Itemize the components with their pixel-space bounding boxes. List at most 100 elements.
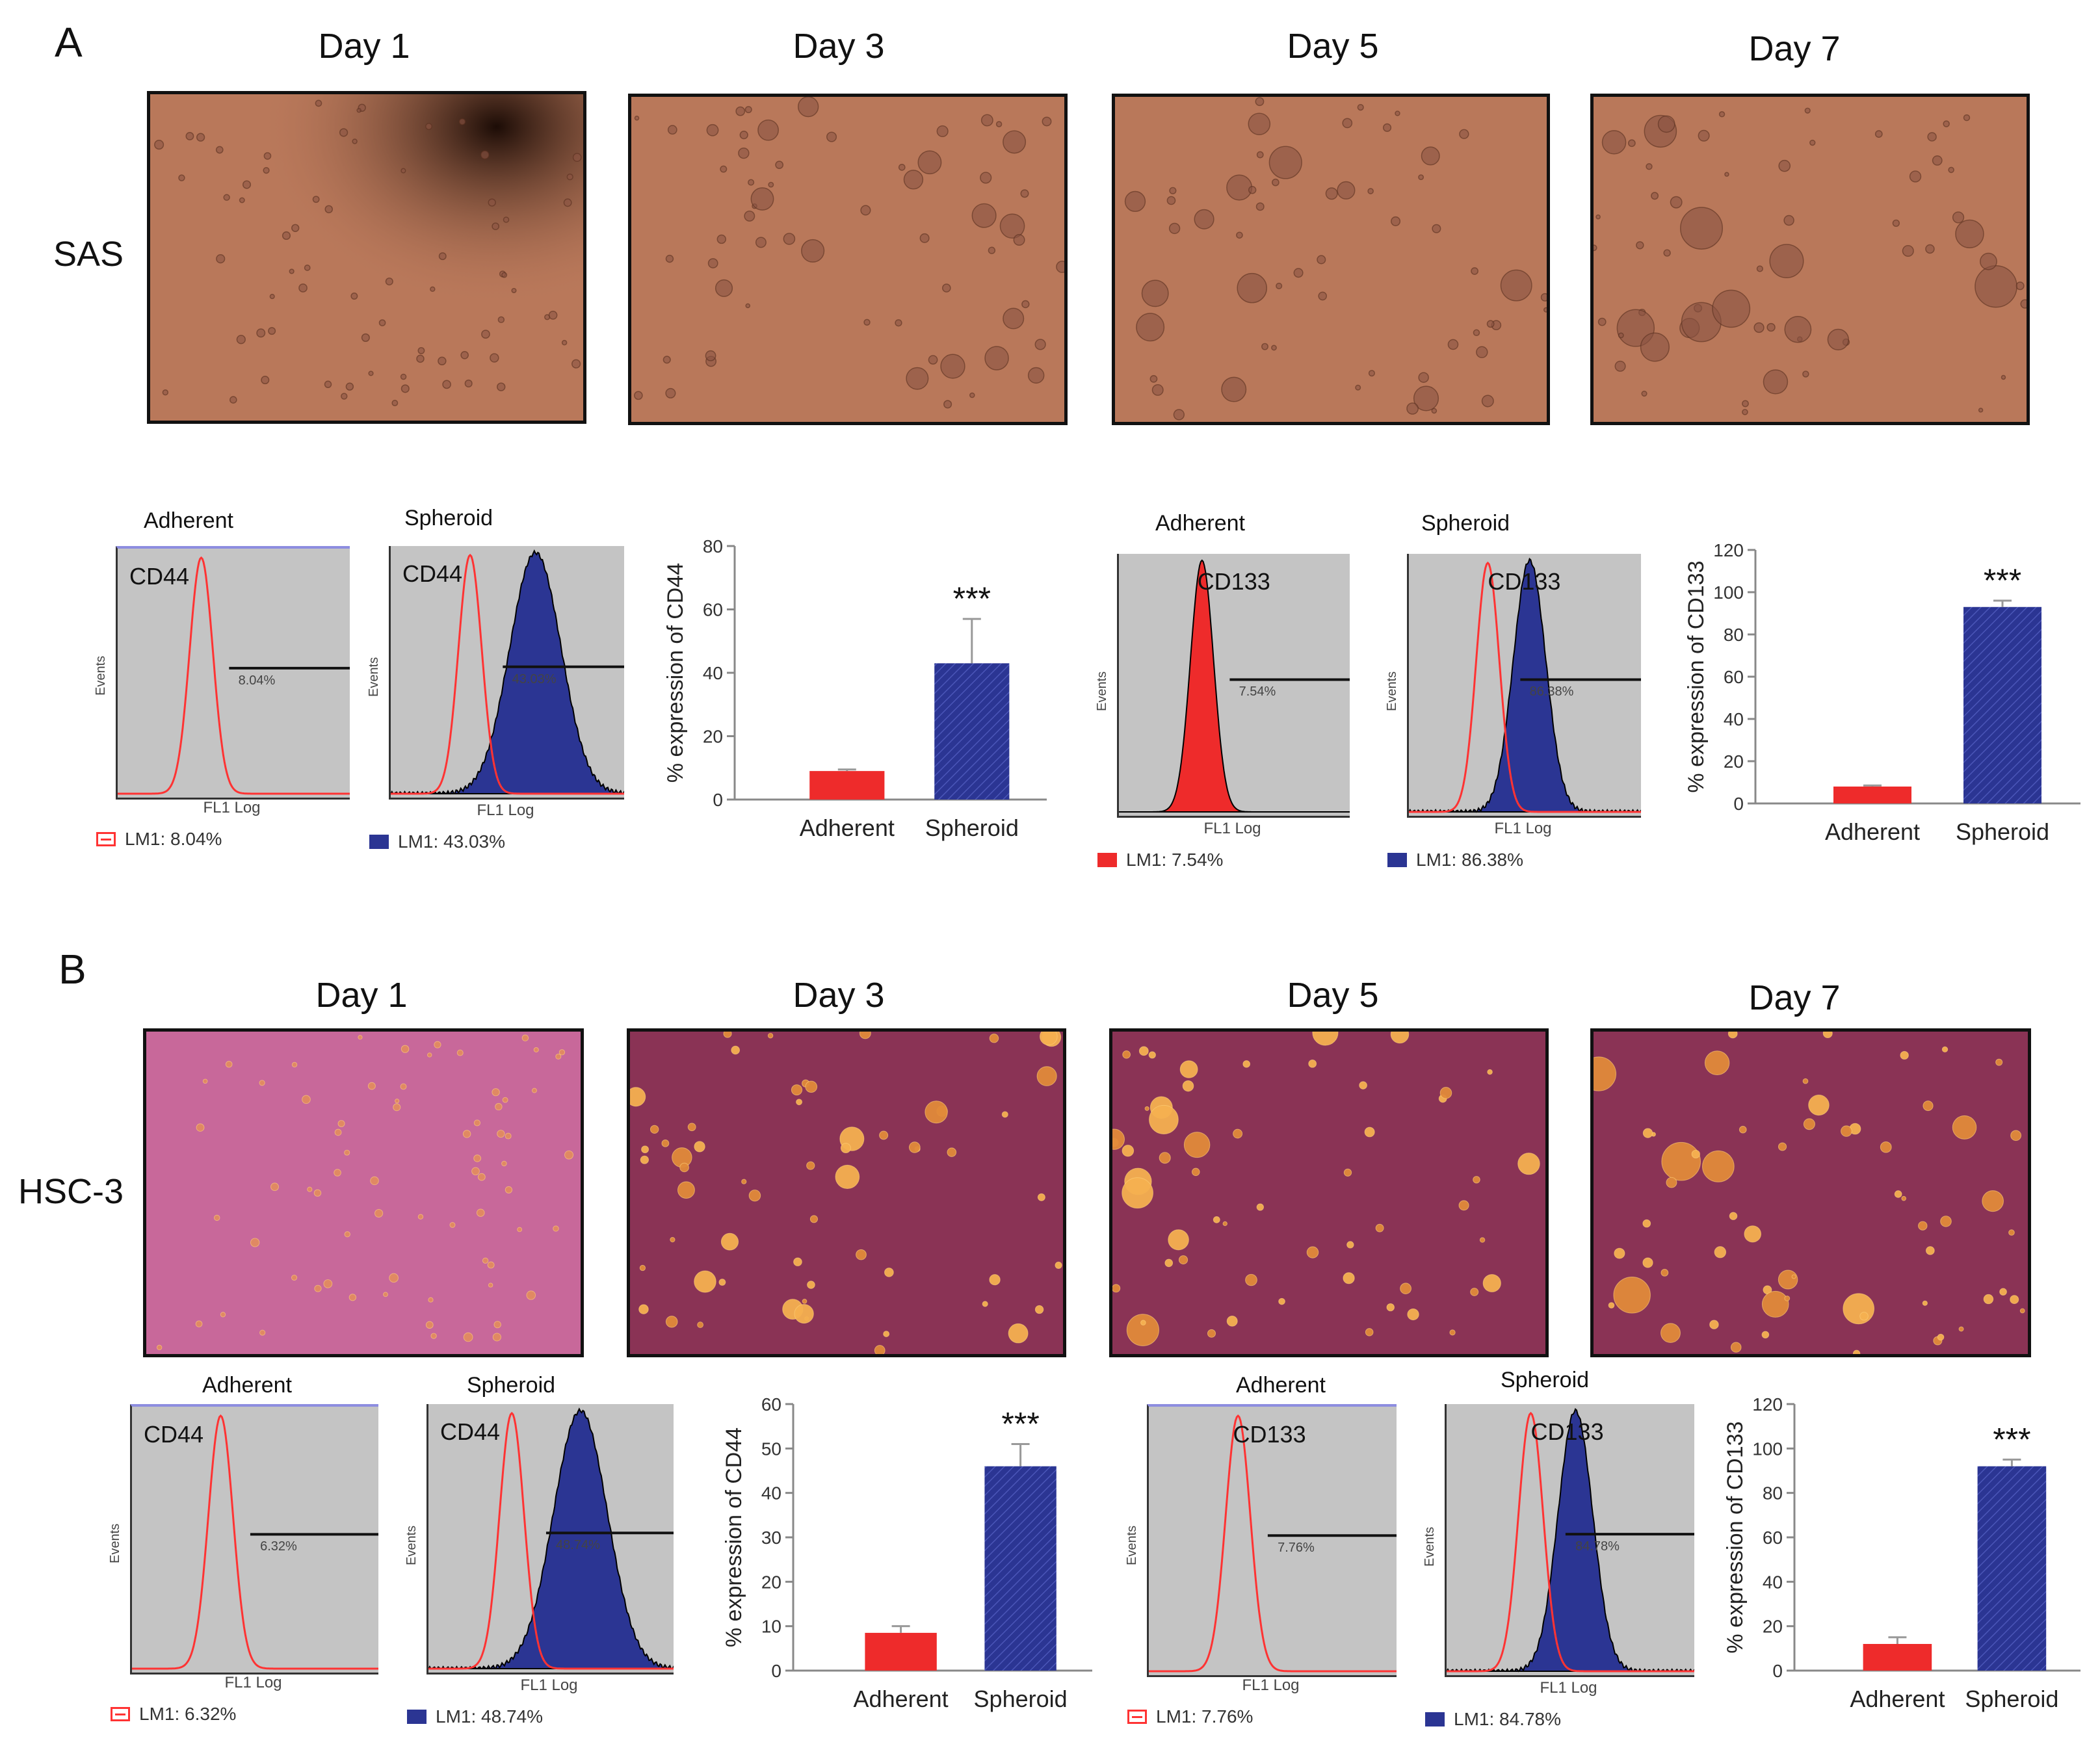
cell-blob — [1471, 267, 1478, 275]
cell-blob — [1375, 1223, 1384, 1232]
category-label: Spheroid — [925, 814, 1019, 841]
y-axis-label: % expression of CD133 — [1723, 1421, 1748, 1653]
cell-blob — [324, 380, 332, 389]
y-tick-label: 40 — [1724, 709, 1744, 729]
cell-blob — [1613, 1277, 1651, 1314]
micrograph-hsc3-day7 — [1590, 1028, 2031, 1357]
cell-blob — [1742, 409, 1748, 415]
cell-blob — [477, 1173, 486, 1181]
cell-blob — [1641, 390, 1647, 397]
cell-blob — [178, 174, 185, 181]
cell-blob — [438, 356, 447, 366]
cell-blob — [757, 119, 780, 141]
cell-blob — [358, 1035, 363, 1040]
cell-blob — [661, 1139, 670, 1147]
cell-blob — [1382, 123, 1392, 132]
flow-title: Spheroid — [404, 506, 493, 530]
cell-blob — [1901, 1195, 1907, 1201]
cell-blob — [1804, 107, 1811, 114]
histogram-svg — [1119, 559, 1350, 813]
day-label: Day 5 — [1287, 27, 1379, 66]
cell-blob — [1698, 129, 1710, 142]
axis-label-x: FL1 Log — [520, 1676, 578, 1694]
micrograph-sas-day1 — [147, 91, 586, 424]
cell-blob — [1651, 192, 1659, 200]
cell-blob — [1432, 224, 1441, 233]
cell-blob — [748, 179, 755, 186]
cell-blob — [2008, 1229, 2015, 1236]
cell-blob — [715, 279, 733, 297]
flow-title: Spheroid — [466, 1373, 556, 1398]
cell-blob — [1337, 181, 1356, 200]
cell-blob — [1597, 317, 1607, 326]
cell-blob — [1421, 146, 1440, 166]
cell-blob — [1940, 1216, 1952, 1227]
cell-blob — [492, 222, 500, 231]
cell-blob — [1517, 1153, 1540, 1175]
cell-blob — [1233, 1128, 1243, 1139]
cell-blob — [1036, 1066, 1057, 1086]
gate-percentage: 6.32% — [260, 1539, 297, 1554]
cell-blob — [1963, 114, 1971, 122]
category-label: Adherent — [800, 814, 895, 841]
cell-blob — [1261, 343, 1268, 350]
cell-blob — [1975, 265, 2017, 308]
micrograph-hsc3-day1 — [143, 1028, 584, 1357]
histogram-svg — [428, 1407, 674, 1670]
cell-blob — [263, 152, 272, 160]
legend-text: LM1: 86.38% — [1416, 850, 1523, 870]
cell-blob — [417, 346, 425, 354]
cell-blob — [1470, 1288, 1479, 1296]
cell-blob — [663, 356, 671, 364]
cell-blob — [1359, 1081, 1367, 1089]
cell-blob — [1766, 322, 1776, 332]
cell-blob — [220, 1312, 226, 1318]
cell-blob — [1242, 1060, 1251, 1068]
cell-blob — [826, 131, 837, 142]
gate-percentage: 7.54% — [1239, 684, 1276, 699]
day-label: Day 7 — [1748, 978, 1841, 1017]
cell-blob — [1034, 1305, 1044, 1314]
cell-blob — [796, 1099, 803, 1106]
cell-blob — [473, 1119, 481, 1127]
cell-blob — [1843, 1293, 1875, 1325]
y-tick-label: 100 — [1752, 1439, 1783, 1459]
cell-blob — [806, 1161, 815, 1170]
cell-blob — [505, 1132, 512, 1140]
y-tick-label: 50 — [761, 1439, 781, 1459]
cell-blob — [324, 205, 334, 214]
cell-blob — [531, 1088, 537, 1093]
cell-blob — [744, 210, 755, 222]
cell-blob — [495, 1102, 503, 1111]
cell-blob — [1925, 1246, 1935, 1255]
cell-blob — [383, 1292, 388, 1297]
cell-blob — [1126, 1314, 1159, 1346]
y-axis-label: % expression of CD133 — [1684, 560, 1709, 792]
cell-blob — [1439, 1087, 1452, 1099]
cell-blob — [501, 272, 508, 278]
cell-blob — [1122, 1177, 1153, 1209]
sample-histogram — [1447, 1407, 1694, 1673]
cell-blob — [988, 246, 996, 254]
cell-blob — [1169, 187, 1177, 194]
cell-blob — [1739, 1126, 1747, 1134]
cell-blob — [2001, 374, 2006, 380]
cell-blob — [291, 1275, 298, 1281]
cell-blob — [1874, 130, 1883, 138]
cell-blob — [1859, 1312, 1869, 1321]
legend-text: LM1: 6.32% — [139, 1704, 237, 1724]
cell-blob — [1663, 249, 1671, 257]
cell-blob — [1386, 1303, 1395, 1312]
day-label: Day 7 — [1748, 29, 1841, 68]
cell-blob — [456, 1049, 464, 1056]
cell-blob — [352, 138, 358, 144]
cell-blob — [1729, 1212, 1738, 1220]
cell-blob — [980, 114, 993, 127]
cell-blob — [840, 1143, 851, 1154]
axis-label-y: Events — [108, 1524, 122, 1564]
cell-blob — [334, 1169, 341, 1177]
cell-blob — [1540, 293, 1547, 302]
cell-blob — [1784, 1296, 1791, 1301]
cell-blob — [1222, 1221, 1227, 1227]
axis-label-x: FL1 Log — [1540, 1679, 1597, 1697]
